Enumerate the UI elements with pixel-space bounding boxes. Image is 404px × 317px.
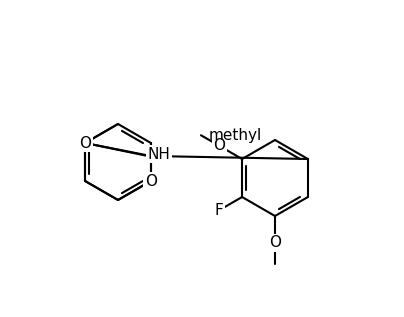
Text: O: O (79, 135, 91, 151)
Text: O: O (145, 173, 157, 189)
Text: O: O (213, 138, 225, 153)
Text: NH: NH (148, 147, 171, 162)
Text: methyl: methyl (209, 128, 262, 143)
Text: O: O (269, 235, 281, 250)
Text: F: F (215, 203, 223, 218)
